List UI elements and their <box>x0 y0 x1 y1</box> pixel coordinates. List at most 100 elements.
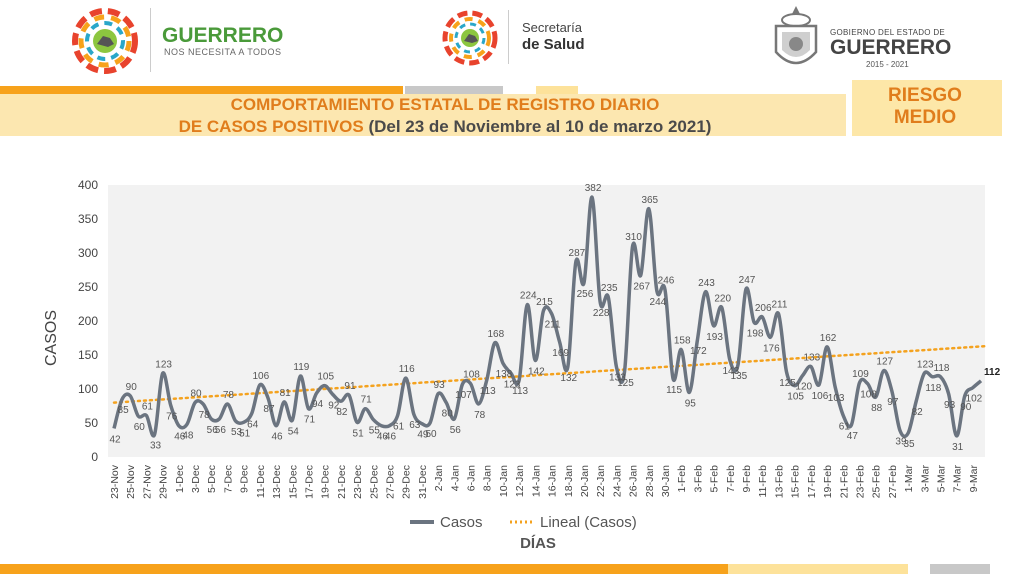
x-tick-label: 20-Jan <box>579 465 591 497</box>
x-axis-label: DÍAS <box>520 535 556 552</box>
x-tick-label: 15-Dec <box>287 465 299 499</box>
data-label: 39 <box>895 436 907 447</box>
salud-emblem-icon <box>442 10 498 66</box>
x-tick-label: 25-Feb <box>871 465 883 498</box>
data-label: 31 <box>952 442 964 453</box>
data-label: 105 <box>317 372 334 383</box>
data-label: 365 <box>641 195 658 206</box>
chart-title-line2-bold: DE CASOS POSITIVOS <box>178 117 364 136</box>
guerrero-logo <box>72 8 138 74</box>
x-tick-label: 31-Dec <box>417 465 429 499</box>
data-label: 47 <box>847 431 859 442</box>
x-tick-label: 2-Jan <box>433 465 445 491</box>
data-label: 133 <box>609 373 626 384</box>
data-label: 127 <box>876 357 893 368</box>
data-label: 51 <box>239 428 251 439</box>
data-label: 90 <box>126 382 138 393</box>
data-label: 56 <box>450 425 462 436</box>
data-label: 310 <box>625 232 642 243</box>
data-label: 106 <box>812 391 829 402</box>
data-label: 81 <box>280 388 292 399</box>
chart-legend: Casos Lineal (Casos) <box>410 514 637 531</box>
data-label: 162 <box>820 333 837 344</box>
brand-right-line3: 2015 - 2021 <box>866 60 909 69</box>
footer-strip-yellow <box>728 564 908 574</box>
trend-line-lineal-casos <box>112 344 987 404</box>
x-tick-label: 19-Dec <box>320 465 332 499</box>
x-tick-label: 9-Feb <box>741 465 753 493</box>
data-label: 85 <box>118 405 130 416</box>
x-tick-label: 23-Feb <box>854 465 866 498</box>
data-label: 80 <box>442 409 454 420</box>
x-tick-label: 19-Feb <box>822 465 834 498</box>
chart-container: 0 50 100 150 200 250 300 350 400 23-Nov 25-Nov 27-… <box>0 150 1024 560</box>
data-label: 53 <box>231 427 243 438</box>
data-label: 138 <box>496 369 513 380</box>
data-label: 169 <box>552 348 569 359</box>
risk-line2: MEDIO <box>893 107 957 128</box>
data-label: 243 <box>698 278 715 289</box>
footer-strip-gray <box>930 564 990 574</box>
data-label: 119 <box>293 362 309 373</box>
data-label: 107 <box>455 390 472 401</box>
y-tick-label: 200 <box>78 314 98 328</box>
data-label: 244 <box>650 297 667 308</box>
data-label: 78 <box>199 410 211 421</box>
x-tick-label: 17-Dec <box>303 465 315 499</box>
x-tick-label: 1-Mar <box>903 464 915 492</box>
y-tick-label: 300 <box>78 246 98 260</box>
x-tick-label: 13-Feb <box>773 465 785 498</box>
data-label: 48 <box>182 430 194 441</box>
data-label: 108 <box>463 370 480 381</box>
legend-lineal-label: Lineal (Casos) <box>540 514 637 531</box>
data-label: 64 <box>247 419 259 430</box>
data-label: 71 <box>304 415 316 426</box>
data-label: 113 <box>480 386 496 397</box>
x-tick-label: 6-Jan <box>466 465 478 491</box>
data-label: 78 <box>474 410 486 421</box>
x-tick-label: 25-Nov <box>125 464 137 499</box>
data-label: 82 <box>912 407 924 418</box>
data-label: 267 <box>633 281 650 292</box>
data-label: 168 <box>487 329 504 340</box>
data-label: 115 <box>666 385 682 396</box>
data-label: 176 <box>763 343 780 354</box>
brand-right-line2: GUERRERO <box>830 36 952 59</box>
data-label: 224 <box>520 291 537 302</box>
x-tick-label: 30-Jan <box>660 465 672 497</box>
x-tick-label: 12-Jan <box>514 465 526 497</box>
data-label: 33 <box>150 441 162 452</box>
data-label: 35 <box>904 439 916 450</box>
data-label: 116 <box>399 364 415 375</box>
x-tick-label: 29-Nov <box>158 464 170 499</box>
x-tick-label: 16-Jan <box>547 465 559 497</box>
data-label: 125 <box>617 378 634 389</box>
data-label: 46 <box>385 432 397 443</box>
x-tick-label: 11-Feb <box>757 465 769 498</box>
x-tick-label: 11-Dec <box>255 465 267 498</box>
data-label: 228 <box>593 308 610 319</box>
data-label: 78 <box>223 390 235 401</box>
data-label: 211 <box>771 300 787 311</box>
data-label: 88 <box>871 403 883 414</box>
x-tick-label: 7-Mar <box>952 464 964 492</box>
data-label: 51 <box>353 428 365 439</box>
y-tick-label: 0 <box>91 450 98 464</box>
series-line-casos <box>112 195 983 439</box>
data-label: 94 <box>312 399 324 410</box>
y-axis-label: CASOS <box>43 310 60 366</box>
brand-left-title: GUERRERO <box>162 24 284 47</box>
data-label: 56 <box>207 425 219 436</box>
data-label: 49 <box>417 430 429 441</box>
data-label: 91 <box>344 381 356 392</box>
x-tick-label: 5-Feb <box>709 465 721 493</box>
risk-line1: RIESGO <box>888 85 962 106</box>
data-label: 71 <box>361 395 373 406</box>
x-tick-label: 4-Jan <box>449 465 461 491</box>
brand-left-subtitle: NOS NECESITA A TODOS <box>164 47 282 57</box>
chart-title-line1: COMPORTAMIENTO ESTATAL DE REGISTRO DIARI… <box>230 95 660 114</box>
data-label: 54 <box>288 426 300 437</box>
data-label: 118 <box>934 363 950 374</box>
data-label: 211 <box>545 320 561 331</box>
y-tick-label: 400 <box>78 178 98 192</box>
